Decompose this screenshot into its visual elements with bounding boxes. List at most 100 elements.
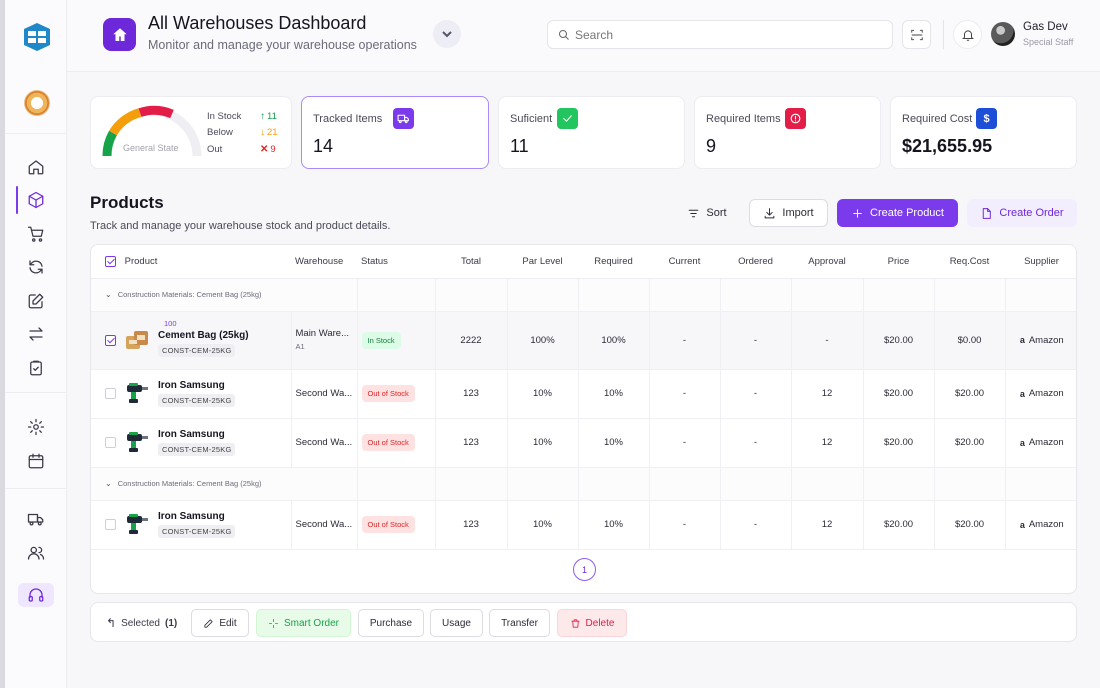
row-checkbox[interactable] — [105, 437, 116, 448]
current-cell: - — [649, 500, 721, 550]
search-box — [547, 20, 893, 49]
column-header-total[interactable]: Total — [435, 245, 507, 279]
cart-icon[interactable] — [24, 222, 48, 246]
table-row[interactable]: Iron Samsung CONST-CEM-25KG Second Wa... Ou… — [91, 418, 1076, 468]
column-header-product[interactable]: Product — [91, 245, 291, 279]
column-header-ordered[interactable]: Ordered — [720, 245, 791, 279]
par-level-cell: 10% — [507, 500, 579, 550]
column-header-par-level[interactable]: Par Level — [507, 245, 578, 279]
edit-button[interactable]: Edit — [191, 609, 249, 637]
user-avatar[interactable] — [991, 22, 1015, 46]
box-icon[interactable] — [24, 188, 48, 212]
import-button[interactable]: Import — [749, 199, 828, 227]
search-icon — [559, 29, 569, 40]
top-header: All Warehouses Dashboard Monitor and man… — [67, 0, 1100, 72]
truck-icon[interactable] — [24, 507, 48, 531]
legend-in-stock-value: ↑ 11 — [260, 111, 277, 122]
sort-button[interactable]: Sort — [677, 199, 737, 227]
column-header-price[interactable]: Price — [863, 245, 934, 279]
products-table: Product Warehouse Status Total Par Level… — [90, 244, 1077, 594]
edit-icon[interactable] — [24, 289, 48, 313]
product-cell[interactable]: Iron Samsung CONST-CEM-25KG — [91, 369, 292, 419]
approval-cell: 12 — [791, 369, 864, 419]
status-badge: Out of Stock — [361, 385, 415, 402]
supplier-cell[interactable]: a Amazon — [1005, 418, 1076, 468]
transfer-button[interactable]: Transfer — [489, 609, 550, 637]
supplier-cell[interactable]: a Amazon — [1005, 311, 1076, 370]
warehouse-cell: Second Wa... — [291, 369, 358, 419]
user-name: Gas Dev — [1023, 21, 1068, 33]
row-checkbox[interactable] — [105, 334, 116, 346]
create-order-button[interactable]: Create Order — [967, 199, 1077, 227]
products-grid: Product Warehouse Status Total Par Level… — [91, 245, 1076, 550]
usage-button[interactable]: Usage — [430, 609, 483, 637]
users-icon[interactable] — [24, 541, 48, 565]
refresh-icon[interactable] — [24, 255, 48, 279]
req-cost-cell: $20.00 — [934, 500, 1006, 550]
select-all-checkbox[interactable] — [105, 255, 116, 267]
par-level-cell: 10% — [507, 369, 579, 419]
home-icon — [112, 27, 127, 41]
tracked-items-card[interactable]: Tracked Items 14 — [301, 96, 489, 169]
column-header-supplier[interactable]: Supplier — [1005, 245, 1076, 279]
card-label: Required Cost — [902, 113, 973, 125]
home-icon[interactable] — [24, 155, 48, 179]
column-header-warehouse[interactable]: Warehouse — [291, 245, 357, 279]
sidebar-divider — [5, 488, 67, 489]
warehouse-switcher-button[interactable] — [433, 20, 461, 48]
required-cost-card[interactable]: Required Cost $ $21,655.95 — [890, 96, 1077, 169]
table-row[interactable]: Iron Samsung CONST-CEM-25KG Second Wa... Ou… — [91, 369, 1076, 419]
create-product-label: Create Product — [870, 207, 944, 219]
legend-out-value: ✕ 9 — [260, 144, 276, 155]
table-row[interactable]: 100 Cement Bag (25kg) CONST-CEM-25KG Main W… — [91, 311, 1076, 370]
column-header-status[interactable]: Status — [357, 245, 435, 279]
approval-cell: 12 — [791, 500, 864, 550]
current-cell: - — [649, 418, 721, 468]
supplier-cell[interactable]: a Amazon — [1005, 500, 1076, 550]
calendar-icon[interactable] — [24, 449, 48, 473]
sufficient-card[interactable]: Suficient 11 — [498, 96, 685, 169]
row-checkbox[interactable] — [105, 519, 116, 530]
group-row[interactable]: ⌄ Construction Materials: Cement Bag (25k… — [91, 278, 1076, 312]
ordered-cell: - — [720, 311, 792, 370]
required-cell: 10% — [578, 418, 650, 468]
product-name: Iron Samsung — [158, 511, 225, 522]
supplier-cell[interactable]: a Amazon — [1005, 369, 1076, 419]
column-header-current[interactable]: Current — [649, 245, 720, 279]
group-row[interactable]: ⌄ Construction Materials: Cement Bag (25k… — [91, 467, 1076, 501]
table-row[interactable]: Iron Samsung CONST-CEM-25KG Second Wa... Ou… — [91, 500, 1076, 550]
dashboard-home-button[interactable] — [103, 18, 136, 51]
warehouse-cell: Second Wa... — [291, 500, 358, 550]
legend-out-label: Out — [207, 144, 223, 155]
page-button[interactable]: 1 — [573, 558, 596, 581]
column-header-req-cost[interactable]: Req.Cost — [934, 245, 1005, 279]
required-items-card[interactable]: Required Items 9 — [694, 96, 881, 169]
gear-icon[interactable] — [24, 415, 48, 439]
transfer-icon[interactable] — [24, 322, 48, 346]
org-avatar[interactable] — [24, 90, 50, 116]
group-label[interactable]: ⌄ Construction Materials: Cement Bag (25k… — [91, 278, 291, 312]
headset-icon[interactable] — [18, 583, 54, 607]
status-cell: Out of Stock — [357, 500, 436, 550]
product-cell[interactable]: Iron Samsung CONST-CEM-25KG — [91, 500, 292, 550]
purchase-button[interactable]: Purchase — [358, 609, 424, 637]
row-checkbox[interactable] — [105, 388, 116, 399]
card-value: $21,655.95 — [902, 136, 993, 156]
product-cell[interactable]: 100 Cement Bag (25kg) CONST-CEM-25KG — [91, 311, 292, 370]
app-logo[interactable] — [23, 22, 51, 52]
column-header-approval[interactable]: Approval — [791, 245, 863, 279]
create-product-button[interactable]: Create Product — [837, 199, 958, 227]
smart-order-button[interactable]: Smart Order — [256, 609, 351, 637]
search-input[interactable] — [575, 27, 875, 42]
delete-button[interactable]: Delete — [557, 609, 627, 637]
column-header-required[interactable]: Required — [578, 245, 649, 279]
card-value: 14 — [313, 136, 334, 156]
alert-icon — [785, 108, 806, 129]
clipboard-icon[interactable] — [24, 356, 48, 380]
group-label[interactable]: ⌄ Construction Materials: Cement Bag (25k… — [91, 467, 291, 501]
product-cell[interactable]: Iron Samsung CONST-CEM-25KG — [91, 418, 292, 468]
scan-button[interactable] — [902, 20, 931, 49]
dollar-icon: $ — [976, 108, 997, 129]
page-title: All Warehouses Dashboard — [148, 13, 367, 33]
notifications-button[interactable] — [953, 20, 982, 49]
